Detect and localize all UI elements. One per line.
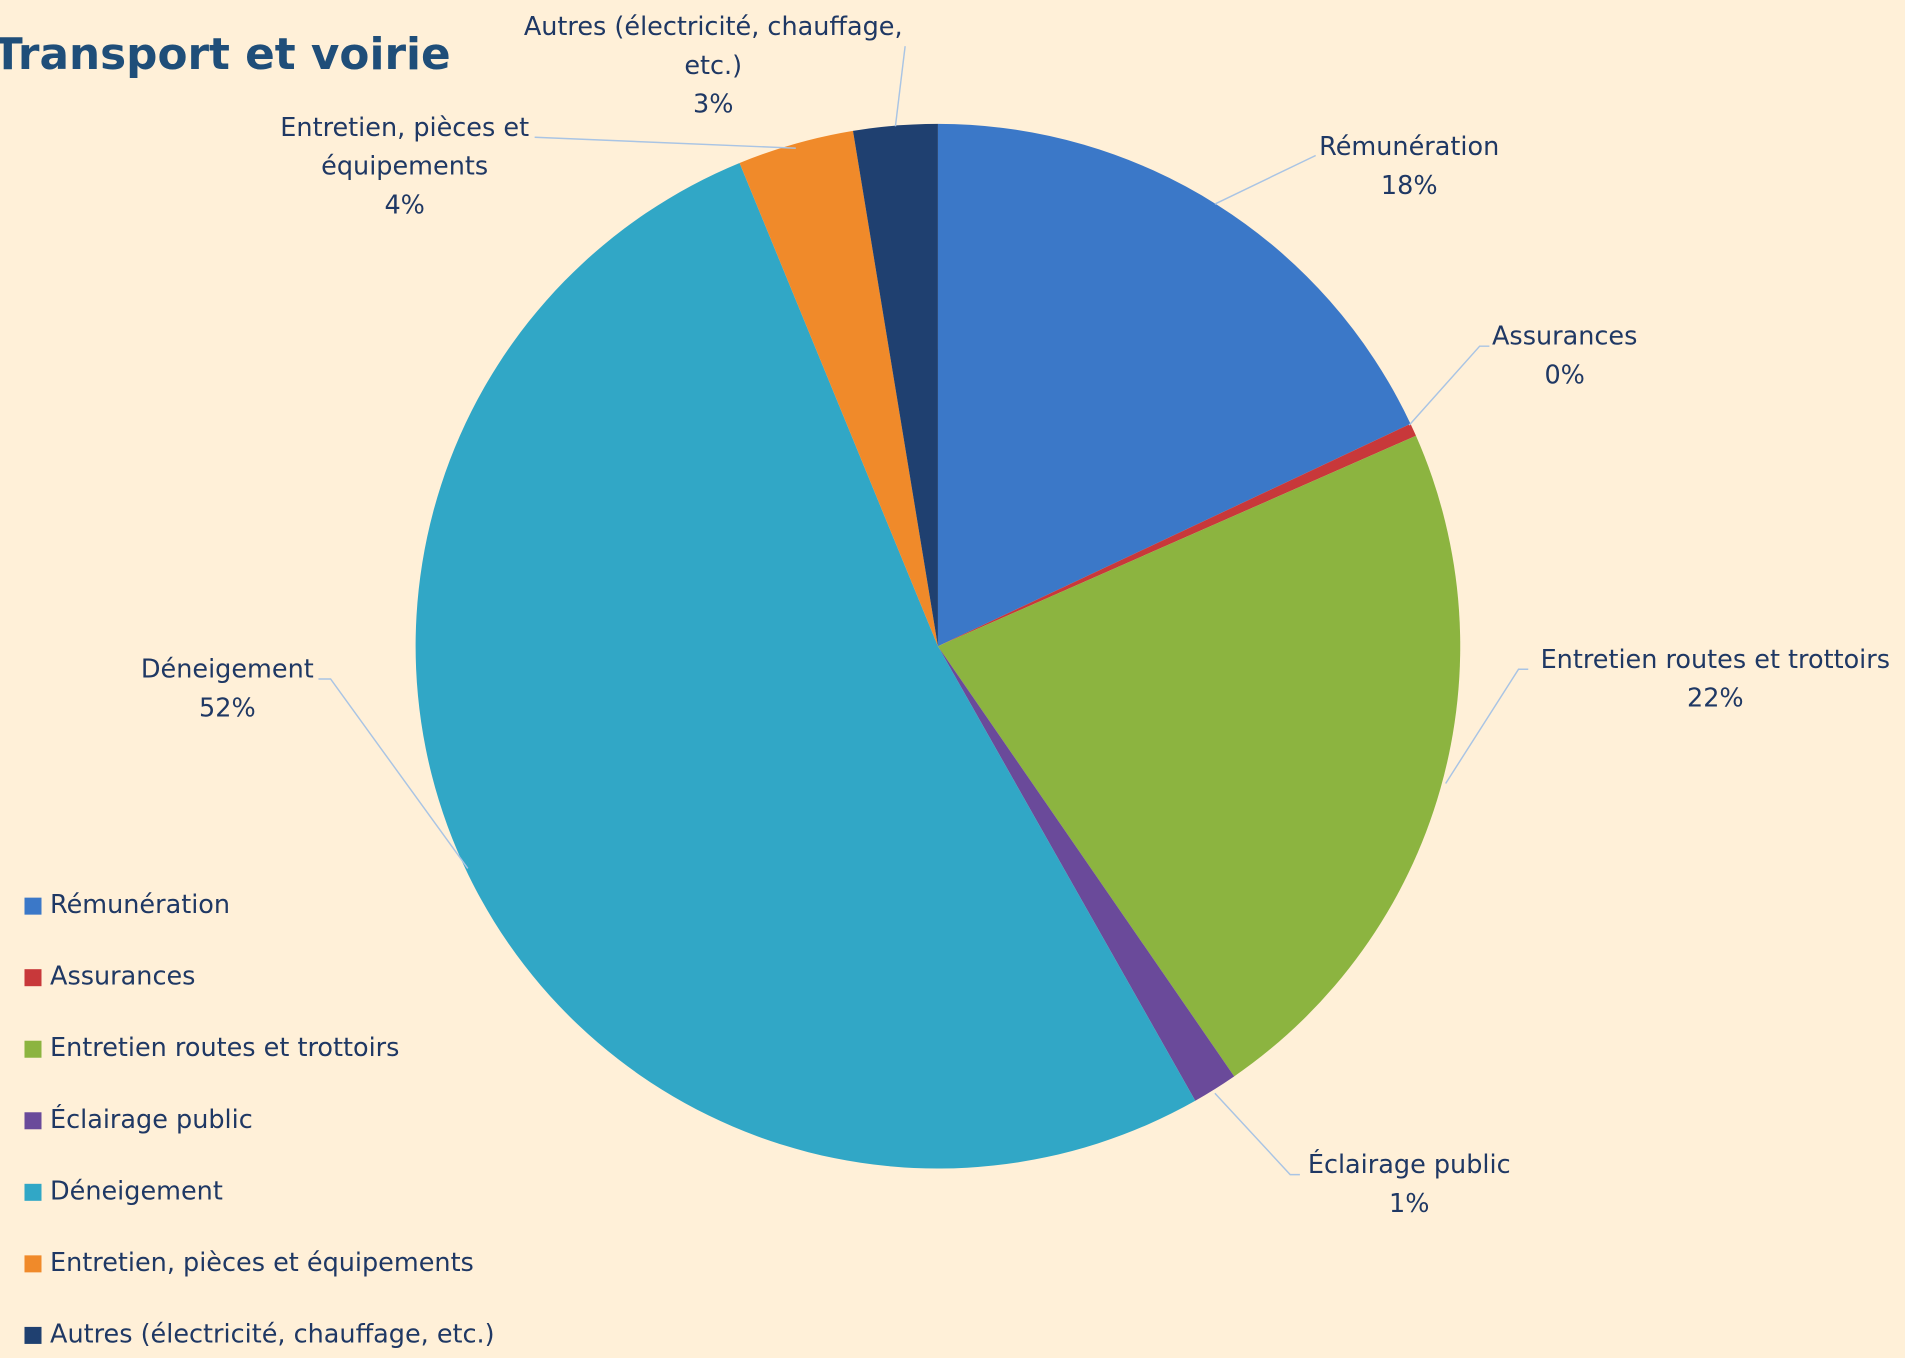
data-label-value: 18% xyxy=(1381,171,1438,201)
legend-label: Rémunération xyxy=(50,890,230,920)
legend-swatch xyxy=(24,897,42,915)
pie-slice xyxy=(852,123,938,647)
legend-swatch xyxy=(24,1326,42,1344)
legend-label: Entretien, pièces et équipements xyxy=(50,1248,474,1278)
chart-title: Transport et voirie xyxy=(0,29,451,80)
data-label-value: 22% xyxy=(1687,684,1744,714)
data-label-name: Éclairage public xyxy=(1308,1150,1511,1180)
pie-slice xyxy=(937,646,1235,1101)
data-label-name: Entretien, pièces et équipements xyxy=(280,113,529,182)
pie-slice xyxy=(937,423,1416,647)
pie-slice xyxy=(937,123,1411,647)
leader-line xyxy=(1214,154,1317,205)
data-label-value: 52% xyxy=(199,693,256,723)
legend-swatch xyxy=(24,1255,42,1273)
pie-slice xyxy=(937,435,1461,1077)
data-label-name: Assurances xyxy=(1492,322,1637,352)
data-label-value: 0% xyxy=(1544,361,1584,391)
leader-line xyxy=(1408,345,1490,426)
data-label-value: 1% xyxy=(1389,1189,1429,1219)
leader-line xyxy=(318,678,469,869)
leader-line xyxy=(1445,668,1529,784)
legend-label: Déneigement xyxy=(50,1176,223,1206)
pie-slice xyxy=(415,163,1196,1169)
legend-swatch xyxy=(24,1183,42,1201)
data-label-value: 4% xyxy=(384,190,424,220)
leader-line xyxy=(1214,1092,1300,1176)
legend-label: Assurances xyxy=(50,962,195,992)
legend-label: Autres (électricité, chauffage, etc.) xyxy=(50,1319,495,1349)
data-label-name: Rémunération xyxy=(1319,132,1499,162)
legend-label: Éclairage public xyxy=(50,1105,253,1135)
legend-swatch xyxy=(24,1040,42,1058)
data-label-value: 3% xyxy=(693,90,733,120)
legend-swatch xyxy=(24,969,42,987)
legend-swatch xyxy=(24,1112,42,1130)
leader-line xyxy=(534,136,796,149)
leader-line xyxy=(894,46,906,127)
legend-label: Entretien routes et trottoirs xyxy=(50,1033,399,1063)
data-label-name: Entretien routes et trottoirs xyxy=(1541,645,1890,675)
data-label-name: Déneigement xyxy=(141,654,314,684)
pie-slice xyxy=(739,130,938,647)
data-label-name: Autres (électricité, chauffage, etc.) xyxy=(524,12,903,81)
